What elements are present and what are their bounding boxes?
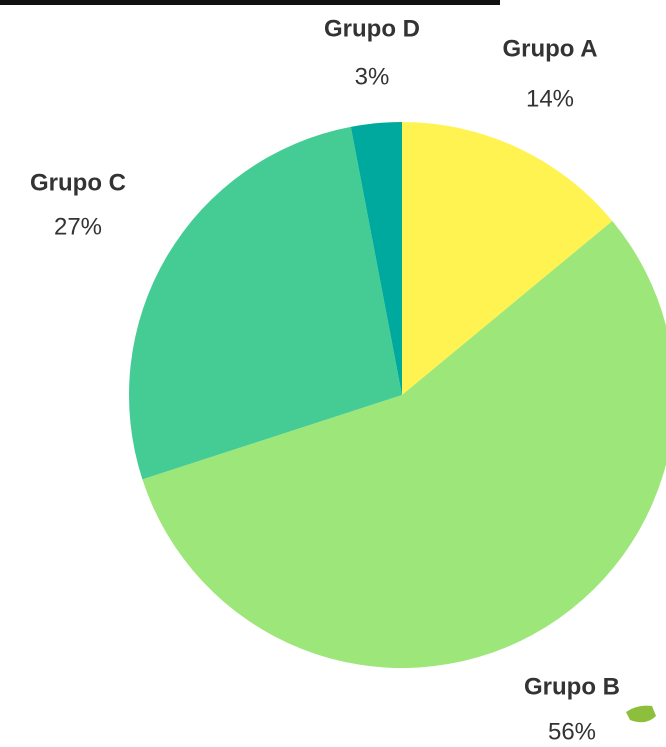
pie-slice — [350, 122, 402, 395]
slice-percent: 56% — [548, 718, 596, 745]
pie-slice — [128, 126, 402, 480]
slice-name: Grupo D — [324, 15, 420, 42]
slice-name: Grupo A — [502, 35, 597, 62]
pie — [128, 122, 666, 669]
slice-percent: 14% — [526, 85, 574, 112]
slice-name: Grupo B — [524, 673, 620, 700]
pie-slice — [142, 220, 666, 669]
leaf-icon — [626, 705, 656, 723]
slice-percent: 3% — [355, 63, 390, 90]
slice-percent: 27% — [54, 213, 102, 240]
slice-name: Grupo C — [30, 169, 126, 196]
top-bar — [0, 0, 500, 5]
pie-slice — [402, 122, 613, 395]
